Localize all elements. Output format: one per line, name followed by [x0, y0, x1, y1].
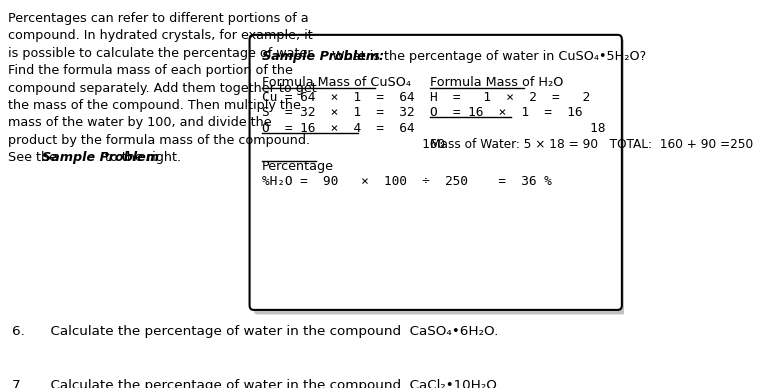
Text: H  =   1  ×  2  =   2: H = 1 × 2 = 2 — [430, 91, 590, 104]
Text: compound. In hydrated crystals, for example, it: compound. In hydrated crystals, for exam… — [8, 29, 313, 42]
Text: 18: 18 — [430, 122, 605, 135]
Text: See the: See the — [8, 151, 61, 164]
Text: %H₂O =  90   ×  100  ÷  250    =  36 %: %H₂O = 90 × 100 ÷ 250 = 36 % — [262, 175, 552, 188]
Text: Formula Mass of H₂O: Formula Mass of H₂O — [430, 76, 563, 89]
Text: Sample Problem: Sample Problem — [42, 151, 159, 164]
Text: to the right.: to the right. — [101, 151, 181, 164]
Text: 6.      Calculate the percentage of water in the compound  CaSO₄•6H₂O.: 6. Calculate the percentage of water in … — [12, 326, 499, 338]
FancyBboxPatch shape — [253, 40, 626, 315]
FancyBboxPatch shape — [250, 35, 622, 310]
Text: O  = 16  ×  4  =  64: O = 16 × 4 = 64 — [262, 122, 414, 135]
Text: Percentage: Percentage — [262, 161, 334, 173]
Text: Percentages can refer to different portions of a: Percentages can refer to different porti… — [8, 12, 309, 25]
Text: mass of the water by 100, and divide the: mass of the water by 100, and divide the — [8, 116, 272, 130]
Text: product by the formula mass of the compound.: product by the formula mass of the compo… — [8, 134, 311, 147]
Text: O  = 16  ×  1  =  16: O = 16 × 1 = 16 — [430, 106, 582, 120]
Text: 7.      Calculate the percentage of water in the compound  CaCl₂•10H₂O.: 7. Calculate the percentage of water in … — [12, 379, 501, 388]
Text: What is the percentage of water in CuSO₄•5H₂O?: What is the percentage of water in CuSO₄… — [328, 50, 646, 63]
Text: S  = 32  ×  1  =  32: S = 32 × 1 = 32 — [262, 106, 414, 120]
Text: Find the formula mass of each portion of the: Find the formula mass of each portion of… — [8, 64, 293, 77]
Text: Mass of Water: 5 × 18 = 90   TOTAL:  160 + 90 =250: Mass of Water: 5 × 18 = 90 TOTAL: 160 + … — [430, 137, 753, 151]
Text: Sample Problem:: Sample Problem: — [262, 50, 384, 63]
Text: the mass of the compound. Then multiply the: the mass of the compound. Then multiply … — [8, 99, 301, 112]
Text: 160: 160 — [262, 137, 445, 151]
Text: compound separately. Add them together to get: compound separately. Add them together t… — [8, 81, 317, 95]
Text: Cu = 64  ×  1  =  64: Cu = 64 × 1 = 64 — [262, 91, 414, 104]
Text: Formula Mass of CuSO₄: Formula Mass of CuSO₄ — [262, 76, 410, 89]
Text: is possible to calculate the percentage of water.: is possible to calculate the percentage … — [8, 47, 316, 60]
